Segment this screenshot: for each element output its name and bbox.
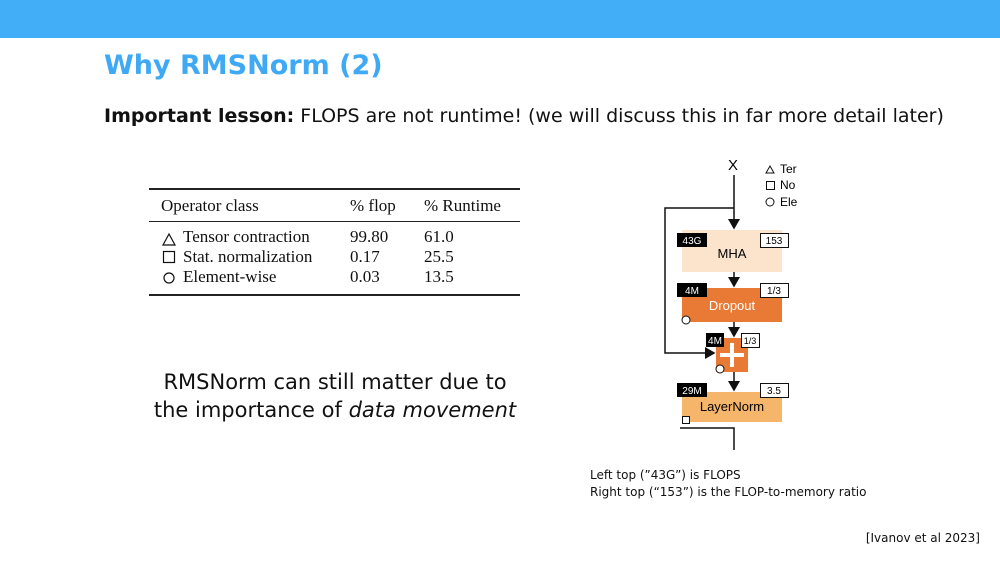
flops-label: 4M [708,336,722,347]
callout: RMSNorm can still matter due to the impo… [130,368,540,424]
ratio-label: 1/3 [767,286,781,297]
legend-label: Ele [780,195,798,209]
ratio-label: 3.5 [767,386,781,397]
square-icon [162,250,176,264]
input-label: X [728,157,738,174]
caption-line: Left top (”43G”) is FLOPS [590,468,741,482]
ratio-label: 153 [766,236,783,247]
table-rule-bottom [149,294,520,296]
table-cell: Stat. normalization [183,247,313,266]
ratio-box [760,283,789,298]
residual-arrow [664,207,734,359]
flops-box [677,283,707,297]
flops-box [706,333,724,347]
legend-icon [765,197,775,207]
ratio-box [741,333,760,348]
flops-box [677,383,707,397]
citation: [Ivanov et al 2023] [865,531,980,545]
block-label: Dropout [709,298,756,313]
legend-label: Ter [780,162,797,176]
lesson-label: Important lesson: [104,105,295,127]
op-icon [681,315,691,325]
lesson-text: FLOPS are not runtime! (we will discuss … [300,105,944,127]
callout-line: RMSNorm can still matter due to [163,370,507,394]
flops-box [677,233,707,247]
callout-text: the importance of [153,398,342,422]
table-cell: Tensor contraction [183,227,310,246]
flops-label: 43G [683,236,702,247]
block-label: LayerNorm [700,399,764,414]
table-cell: 0.17 [350,247,380,266]
flops-label: 29M [682,386,701,397]
table-cell: 0.03 [350,267,380,286]
table-rule-mid [149,221,520,222]
block-label: MHA [718,246,747,261]
circle-icon [163,272,175,284]
table-symbols [161,232,177,284]
lesson: Important lesson: FLOPS are not runtime!… [104,105,944,127]
ratio-box [760,233,789,248]
table-header: % flop [350,196,396,215]
table-cell: Element-wise [183,267,277,286]
callout-emphasis: data movement [348,398,517,422]
diagram: X Ter No Ele MHA 43G 153 Dropout 4M 1/3 … [664,157,798,450]
op-icon [715,364,725,374]
flops-label: 4M [685,286,699,297]
table-cell: 61.0 [424,227,454,246]
table-cell: 99.80 [350,227,389,246]
ratio-box [760,383,789,398]
table-header: Operator class [161,196,259,215]
legend-icon [766,181,775,190]
slide-title: Why RMSNorm (2) [104,50,383,81]
op-icon [682,416,690,424]
plus-icon [720,343,744,367]
connector [680,427,735,450]
table-cell: 13.5 [424,267,454,286]
caption: Left top (”43G”) is FLOPS Right top (“15… [590,467,866,501]
triangle-icon [161,232,177,246]
table-cell: 25.5 [424,247,454,266]
ratio-label: 1/3 [744,336,757,346]
legend-icon [765,164,775,174]
caption-line: Right top (“153”) is the FLOP-to-memory … [590,485,867,499]
callout-line: the importance of data movement [130,396,540,424]
table-header: % Runtime [424,196,501,215]
table-rule-top [149,188,520,190]
legend-label: No [780,178,796,192]
top-bar [0,0,1000,38]
